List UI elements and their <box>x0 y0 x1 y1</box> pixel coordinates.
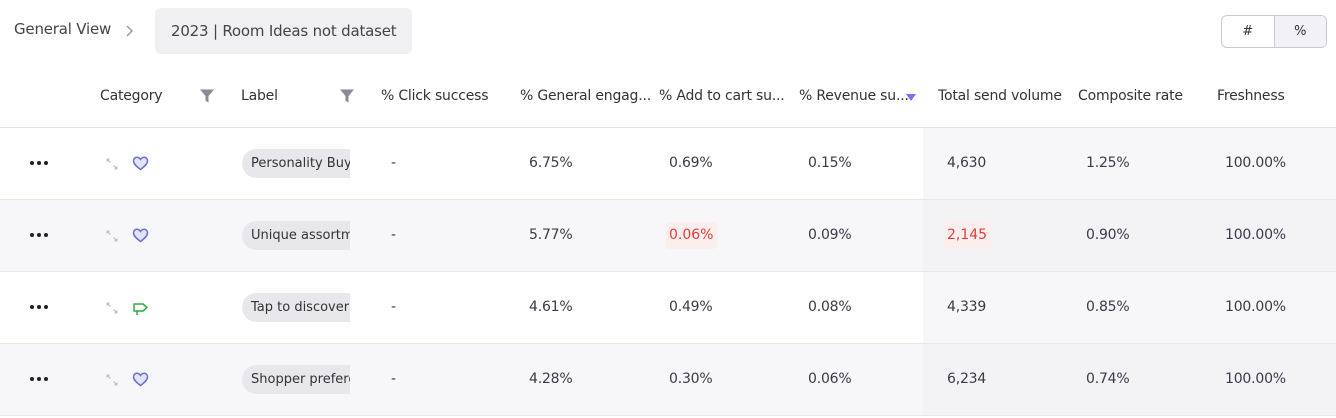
heart-icon <box>132 227 149 244</box>
cell-click-success: - <box>391 155 396 171</box>
cell-composite-rate: 0.90% <box>1086 227 1130 243</box>
cell-total-send-volume: 4,339 <box>947 299 987 315</box>
data-table: Category Label % Click success % General… <box>0 66 1336 416</box>
breadcrumb-home-link[interactable]: General View <box>14 20 112 38</box>
table-header: Category Label % Click success % General… <box>0 66 1336 128</box>
cell-add-to-cart: 0.30% <box>669 371 713 387</box>
cell-revenue: 0.06% <box>808 371 852 387</box>
cell-composite-rate: 0.85% <box>1086 299 1130 315</box>
column-header-total-send-volume[interactable]: Total send volume <box>938 88 1062 104</box>
breadcrumb-current-label: 2023 | Room Ideas not dataset <box>171 22 397 40</box>
heart-icon <box>132 155 149 172</box>
table-row[interactable]: Personality Buyer - 6.75% 0.69% 0.15% 4,630 1.… <box>0 128 1336 200</box>
sort-descending-icon[interactable] <box>906 94 916 101</box>
cell-click-success: - <box>391 371 396 387</box>
expand-icon[interactable] <box>106 158 118 170</box>
cell-revenue: 0.15% <box>808 155 852 171</box>
count-mode-button[interactable]: # <box>1242 24 1254 39</box>
label-tag[interactable]: Shopper preference <box>242 365 350 394</box>
cell-add-to-cart: 0.69% <box>669 155 713 171</box>
heart-icon <box>132 371 149 388</box>
cell-general-engagement: 4.61% <box>529 299 573 315</box>
label-tag[interactable]: Tap to discover <box>242 293 350 322</box>
top-bar: General View 2023 | Room Ideas not datas… <box>0 0 1336 66</box>
cell-click-success: - <box>391 227 396 243</box>
cell-add-to-cart: 0.06% <box>665 222 718 249</box>
column-header-label[interactable]: Label <box>241 88 278 104</box>
cell-freshness: 100.00% <box>1225 371 1286 387</box>
cell-freshness: 100.00% <box>1225 227 1286 243</box>
expand-icon[interactable] <box>106 374 118 386</box>
breadcrumb-current: 2023 | Room Ideas not dataset <box>155 8 413 54</box>
label-tag[interactable]: Unique assortment <box>242 221 350 250</box>
cell-general-engagement: 5.77% <box>529 227 573 243</box>
highlight-column-bg <box>923 344 1336 415</box>
table-row[interactable]: Unique assortment - 5.77% 0.06% 0.09% 2,145 0.… <box>0 200 1336 272</box>
expand-icon[interactable] <box>106 230 118 242</box>
column-header-revenue[interactable]: % Revenue su... <box>799 88 909 104</box>
column-header-general-engagement[interactable]: % General engag... <box>520 88 651 104</box>
count-percent-toggle: # % <box>1221 15 1327 48</box>
cell-total-send-volume: 4,630 <box>947 155 987 171</box>
table-body: Personality Buyer - 6.75% 0.69% 0.15% 4,630 1.… <box>0 128 1336 416</box>
highlight-column-bg <box>923 200 1336 271</box>
label-tag[interactable]: Personality Buyer <box>242 149 350 178</box>
cell-composite-rate: 1.25% <box>1086 155 1130 171</box>
more-options-icon[interactable] <box>28 298 50 316</box>
highlight-column-bg <box>923 128 1336 199</box>
more-options-icon[interactable] <box>28 370 50 388</box>
cell-total-send-volume: 2,145 <box>943 222 992 249</box>
more-options-icon[interactable] <box>28 226 50 244</box>
cell-add-to-cart: 0.49% <box>669 299 713 315</box>
cell-composite-rate: 0.74% <box>1086 371 1130 387</box>
signpost-arrow-icon <box>132 299 149 316</box>
table-row[interactable]: Shopper preference - 4.28% 0.30% 0.06% 6,234 0… <box>0 344 1336 416</box>
cell-freshness: 100.00% <box>1225 299 1286 315</box>
expand-icon[interactable] <box>106 302 118 314</box>
column-header-add-to-cart[interactable]: % Add to cart su... <box>659 88 785 104</box>
cell-general-engagement: 6.75% <box>529 155 573 171</box>
cell-revenue: 0.09% <box>808 227 852 243</box>
column-header-category[interactable]: Category <box>100 88 163 104</box>
cell-click-success: - <box>391 299 396 315</box>
cell-revenue: 0.08% <box>808 299 852 315</box>
cell-total-send-volume: 6,234 <box>947 371 987 387</box>
filter-icon[interactable] <box>199 88 215 104</box>
highlight-column-bg <box>923 272 1336 343</box>
cell-freshness: 100.00% <box>1225 155 1286 171</box>
chevron-right-icon <box>126 25 133 37</box>
column-header-freshness[interactable]: Freshness <box>1217 88 1285 104</box>
column-header-composite-rate[interactable]: Composite rate <box>1078 88 1183 104</box>
column-header-click-success[interactable]: % Click success <box>381 88 489 104</box>
more-options-icon[interactable] <box>28 154 50 172</box>
percent-mode-button[interactable]: % <box>1273 16 1326 47</box>
filter-icon[interactable] <box>339 88 355 104</box>
table-row[interactable]: Tap to discover - 4.61% 0.49% 0.08% 4,339 0.85… <box>0 272 1336 344</box>
cell-general-engagement: 4.28% <box>529 371 573 387</box>
